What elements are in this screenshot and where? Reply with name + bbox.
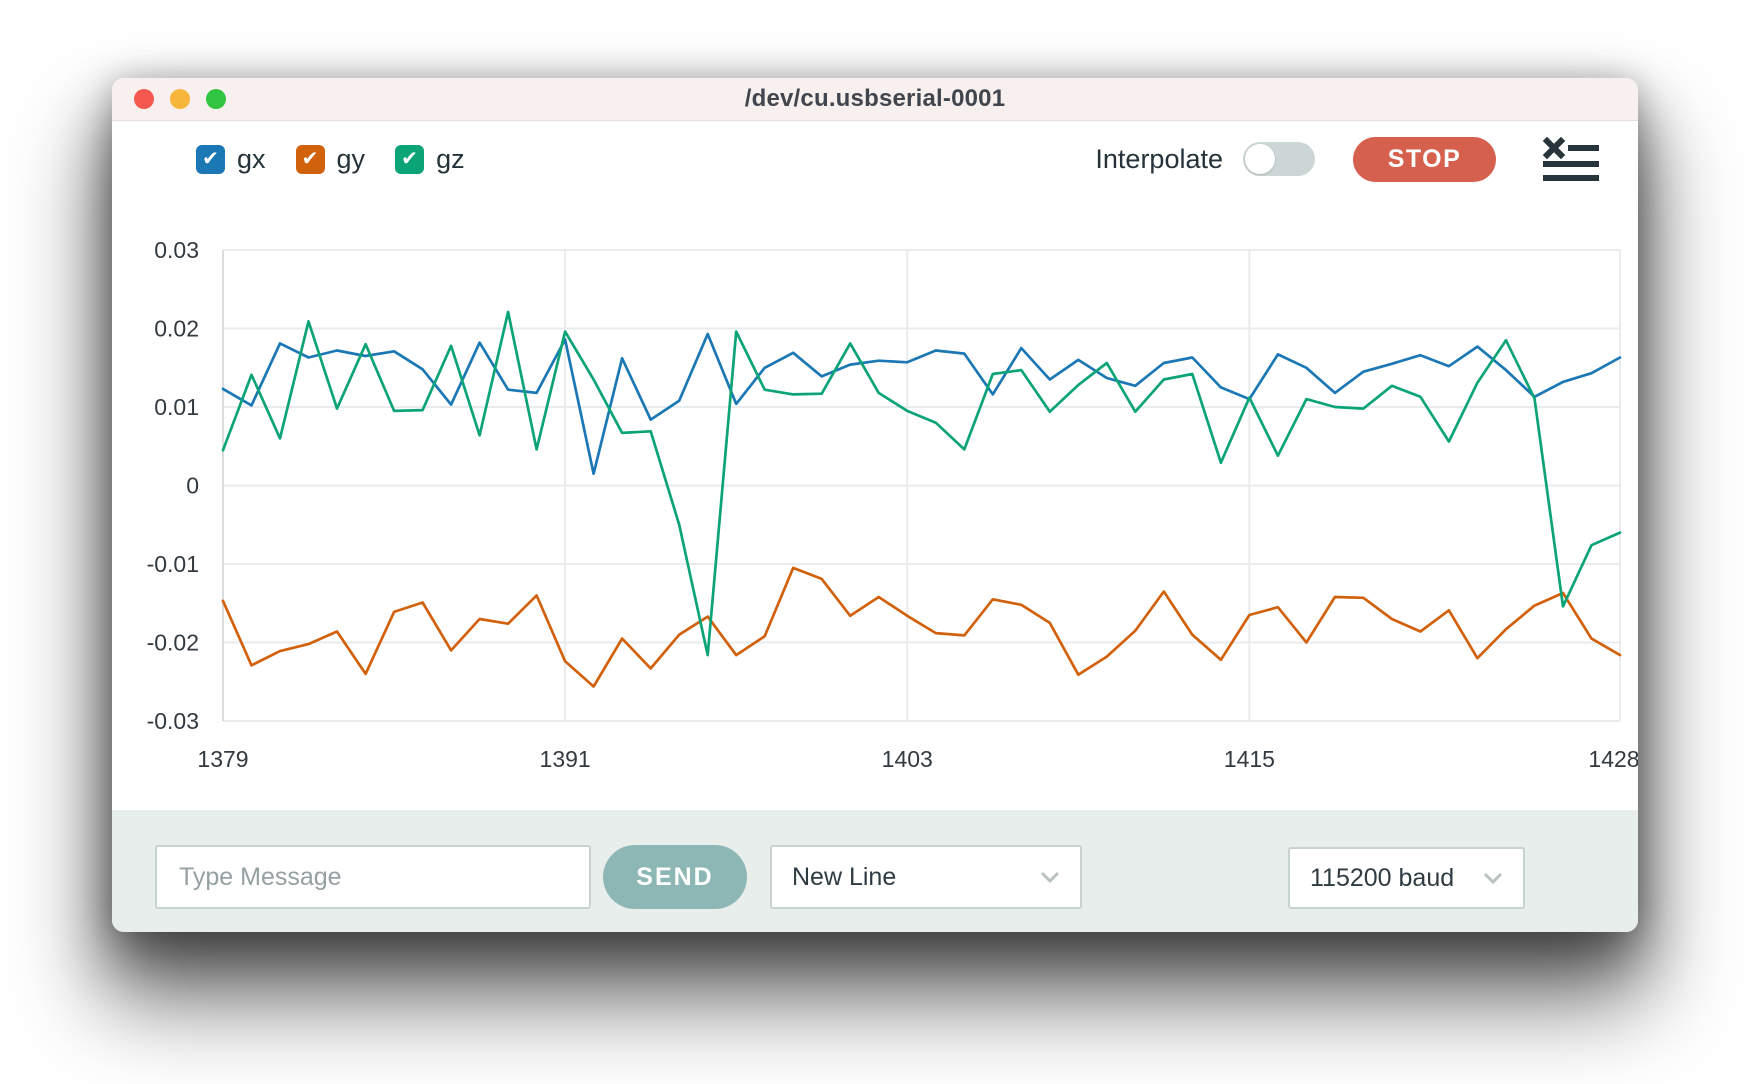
line-ending-select[interactable]: New Line — [770, 845, 1082, 909]
series-line-gy — [223, 568, 1620, 687]
y-axis-tick-label: -0.01 — [147, 551, 199, 577]
series-line-gz — [223, 312, 1620, 655]
message-input[interactable] — [155, 845, 591, 909]
line-ending-value: New Line — [792, 863, 896, 892]
x-axis-tick-label: 1403 — [882, 746, 933, 772]
y-axis-tick-label: 0.02 — [154, 316, 199, 342]
x-axis-tick-label: 1415 — [1224, 746, 1275, 772]
y-axis-tick-label: -0.03 — [147, 708, 199, 734]
app-window: /dev/cu.usbserial-0001 ✔ gx ✔ gy ✔ gz In… — [112, 78, 1638, 932]
baud-rate-select[interactable]: 115200 baud — [1288, 847, 1525, 909]
y-axis-tick-label: 0.03 — [154, 237, 199, 263]
message-bar: SEND New Line 115200 baud — [112, 810, 1638, 932]
chevron-down-icon — [1040, 871, 1060, 884]
x-axis-tick-label: 1428 — [1588, 746, 1638, 772]
x-axis-tick-label: 1391 — [540, 746, 591, 772]
line-chart: 0.03 0.02 0.01 0 -0.01 -0.02 -0.03 1379 1391 1403… — [112, 78, 1638, 932]
chevron-down-icon — [1483, 872, 1503, 885]
y-axis-tick-label: 0 — [186, 473, 199, 499]
send-button[interactable]: SEND — [603, 845, 747, 909]
x-axis-tick-label: 1379 — [197, 746, 248, 772]
y-axis-tick-label: 0.01 — [154, 394, 199, 420]
y-axis-tick-label: -0.02 — [147, 630, 199, 656]
baud-rate-value: 115200 baud — [1310, 864, 1454, 893]
series-line-gx — [223, 334, 1620, 474]
